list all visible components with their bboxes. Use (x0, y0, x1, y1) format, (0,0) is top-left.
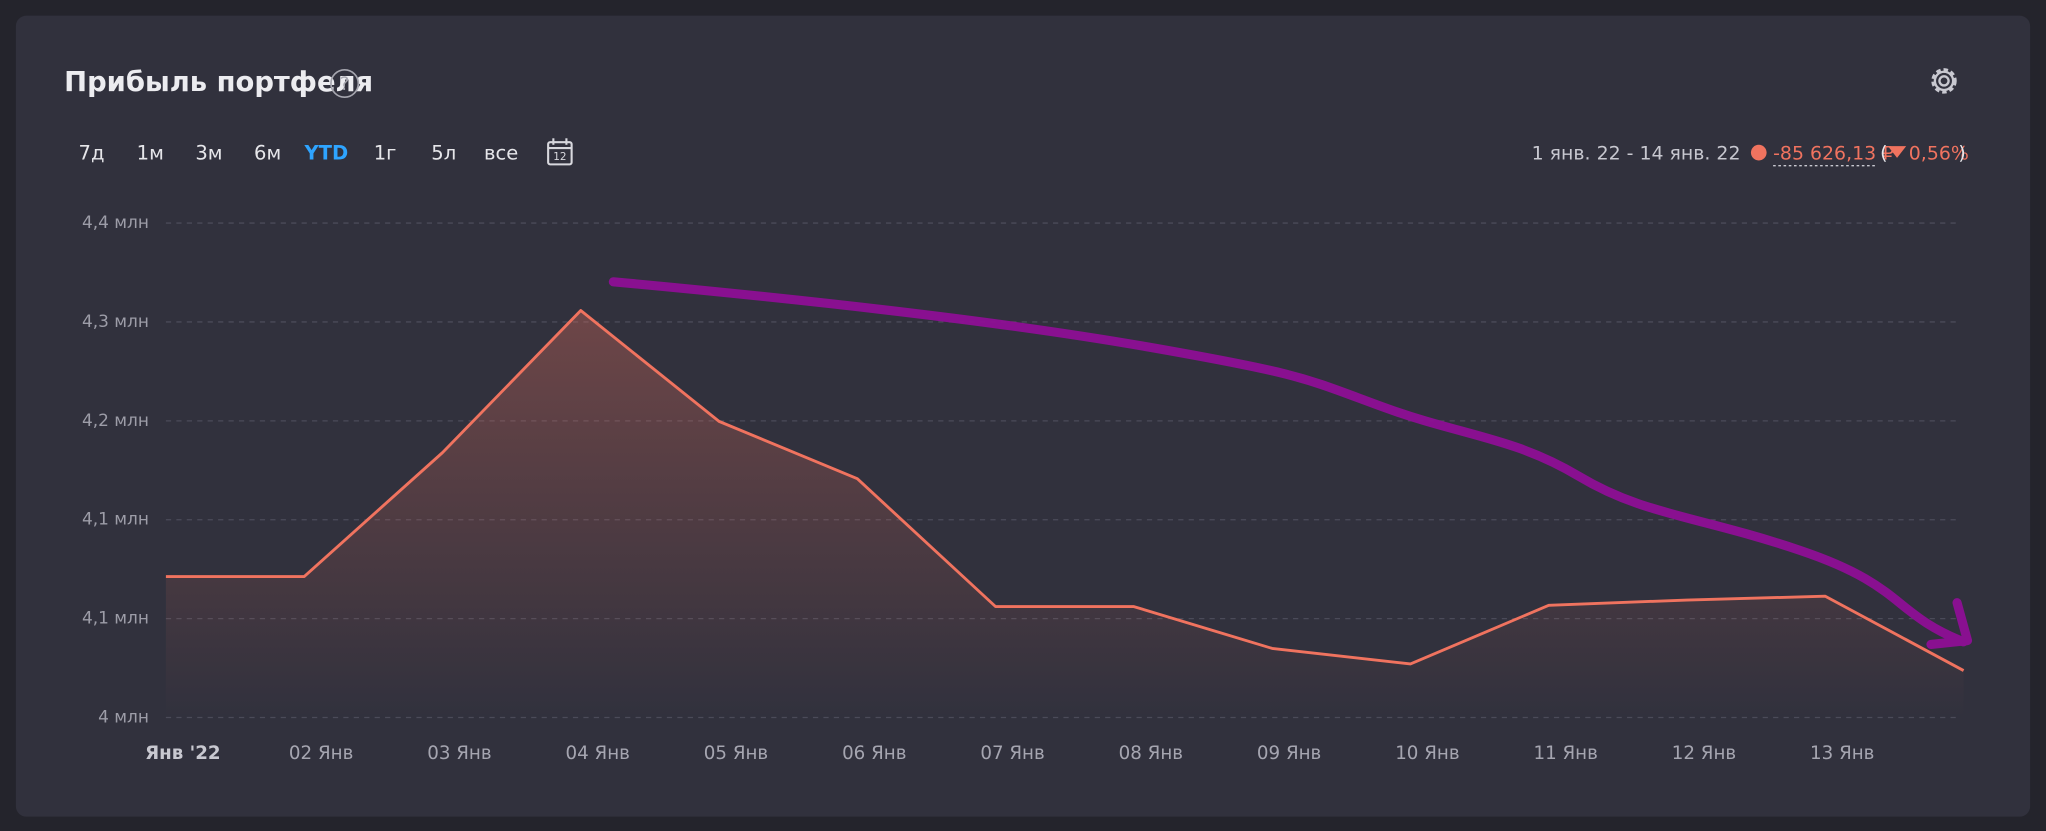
x-tick-label: 08 Янв (1119, 743, 1183, 764)
period-button[interactable]: 1м (137, 141, 164, 164)
y-tick-label: 4,1 млн (82, 509, 149, 529)
x-tick-label: 13 Янв (1810, 743, 1874, 764)
area (165, 310, 1964, 718)
period-button[interactable]: 7д (79, 141, 105, 164)
calendar-day[interactable]: 12 (553, 151, 566, 163)
period-button[interactable]: 5л (431, 141, 456, 164)
y-tick-label: 4,4 млн (82, 212, 149, 232)
y-tick-label: 4,1 млн (82, 608, 149, 628)
chart-title: Прибыль портфеля (64, 67, 373, 98)
plot (165, 309, 1965, 718)
y-tick-label: 4,2 млн (82, 410, 149, 430)
percent-close: ) (1958, 142, 1965, 164)
y-tick-label: 4 млн (98, 707, 149, 727)
period-button[interactable]: все (484, 141, 518, 164)
help-icon[interactable] (330, 68, 360, 99)
settings-icon[interactable] (1931, 68, 1957, 94)
date-range: 1 янв. 22 - 14 янв. 22 (1532, 142, 1741, 164)
calendar-icon[interactable]: 12 (547, 138, 573, 166)
annotation-arrow (608, 277, 1973, 650)
x-tick-label: 10 Янв (1395, 743, 1459, 764)
x-tick-label: 03 Янв (427, 743, 491, 764)
x-tick-label: Янв '22 (145, 743, 221, 764)
y-tick-label: 4,3 млн (82, 311, 149, 331)
x-tick-label: 05 Янв (704, 743, 768, 764)
period-button[interactable]: 3м (195, 141, 222, 164)
x-tick-label: 12 Янв (1672, 743, 1736, 764)
period-button[interactable]: 1г (374, 141, 397, 164)
change-value[interactable]: -85 626,13 ₽ (1773, 142, 1894, 164)
period-selector: 7д 1м 3м 6м YTD 1г 5л все (79, 141, 519, 164)
line (165, 309, 1965, 672)
x-tick-label: 04 Янв (566, 743, 630, 764)
help-icon-glyph[interactable]: ? (340, 74, 350, 95)
percent-value: 0,56% (1909, 142, 1969, 164)
x-tick-label: 09 Янв (1257, 743, 1321, 764)
x-tick-label: 11 Янв (1533, 743, 1597, 764)
change-dot (1750, 144, 1767, 161)
x-tick-label: 06 Янв (842, 743, 906, 764)
down-triangle (1887, 146, 1907, 158)
period-button[interactable]: 6м (254, 141, 281, 164)
period-button[interactable]: YTD (304, 141, 349, 164)
percent-open: ( (1880, 142, 1887, 164)
x-tick-label: 07 Янв (980, 743, 1044, 764)
x-tick-label: 02 Янв (289, 743, 353, 764)
